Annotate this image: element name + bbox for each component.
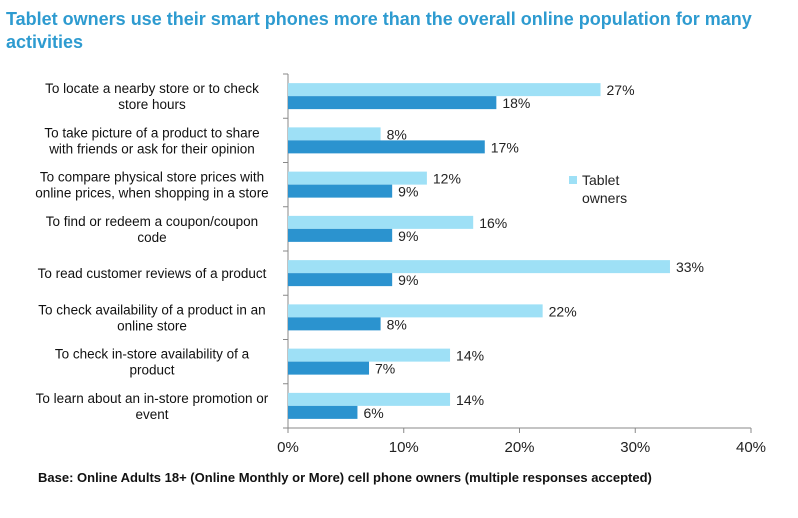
data-label: 8% (387, 316, 407, 332)
bar-tablet (288, 348, 451, 362)
data-label: 14% (456, 348, 484, 364)
data-label: 27% (607, 82, 635, 98)
bar-overall (288, 273, 393, 287)
data-label: 8% (387, 126, 407, 142)
category-label: with friends or ask for their opinion (48, 141, 255, 156)
data-label: 16% (479, 215, 507, 231)
plot-area: 0% 10% 20% 30% 40% To locate a nearby store o… (35, 73, 766, 456)
legend-label: owners (582, 190, 627, 206)
bar-tablet (288, 304, 543, 318)
x-tick-label: 10% (389, 439, 419, 456)
category-label: online prices, when shopping in a store (35, 186, 268, 201)
data-label: 9% (398, 272, 418, 288)
category-label: product (129, 363, 174, 378)
data-label: 7% (375, 361, 395, 377)
bar-overall (288, 96, 497, 110)
category-label: To read customer reviews of a product (38, 266, 267, 281)
x-tick-label: 30% (620, 439, 650, 456)
chart-title: Tablet owners use their smart phones mor… (6, 9, 752, 52)
bar-overall (288, 140, 485, 154)
category-label: online store (117, 318, 187, 333)
data-label: 14% (456, 392, 484, 408)
legend-label: Tablet (582, 172, 619, 188)
bar-tablet (288, 215, 474, 229)
category-label: To find or redeem a coupon/coupon (46, 214, 258, 229)
bar-tablet (288, 127, 381, 141)
data-label: 12% (433, 171, 461, 187)
bar-overall (288, 184, 393, 198)
category-label: code (137, 230, 166, 245)
category-label: To learn about an in-store promotion or (36, 391, 269, 406)
category-label: To take picture of a product to share (44, 125, 259, 140)
category-label: To locate a nearby store or to check (45, 81, 259, 96)
category-label: To check availability of a product in an (38, 302, 265, 317)
bar-overall (288, 361, 370, 375)
bar-tablet (288, 260, 670, 274)
chart-footnote: Base: Online Adults 18+ (Online Monthly … (38, 470, 652, 485)
data-label: 6% (363, 405, 383, 421)
data-label: 22% (549, 303, 577, 319)
data-label: 18% (502, 95, 530, 111)
x-tick-label: 20% (504, 439, 534, 456)
category-label: event (135, 407, 168, 422)
bar-tablet (288, 171, 427, 185)
bar-tablet (288, 392, 451, 406)
x-tick-label: 40% (736, 439, 766, 456)
data-label: 9% (398, 184, 418, 200)
data-label: 17% (491, 139, 519, 155)
bar-overall (288, 405, 358, 419)
legend-swatch-tablet (569, 176, 577, 184)
data-label: 9% (398, 228, 418, 244)
category-label: To check in-store availability of a (55, 347, 250, 362)
category-label: store hours (118, 97, 186, 112)
x-tick-label: 0% (277, 439, 299, 456)
bar-tablet (288, 83, 601, 97)
bar-overall (288, 317, 381, 331)
data-label: 33% (676, 259, 704, 275)
category-label: To compare physical store prices with (40, 170, 264, 185)
bar-overall (288, 228, 393, 242)
